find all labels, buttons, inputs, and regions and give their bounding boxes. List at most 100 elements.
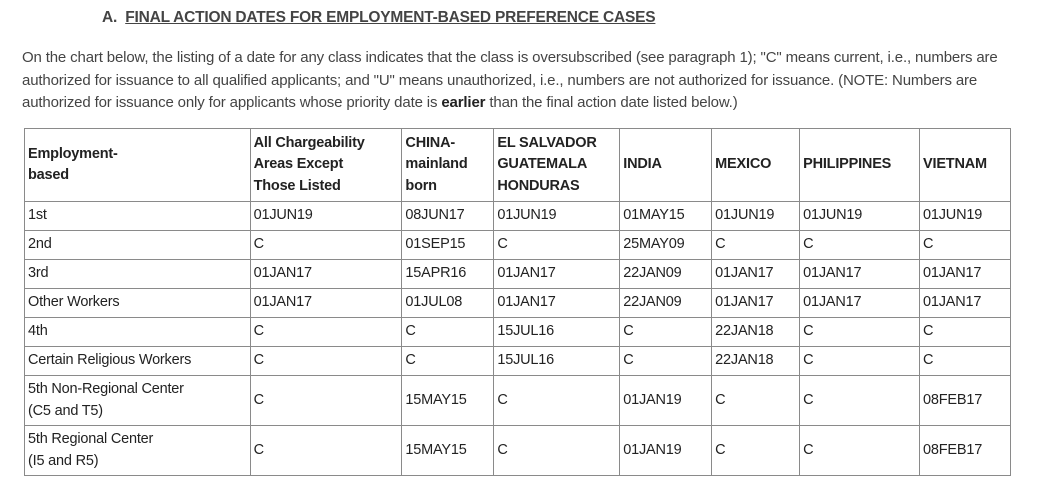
row-label: 1st (24, 201, 251, 231)
row-label: 3rd (24, 259, 251, 289)
table-cell: 01JUN19 (919, 201, 1011, 231)
header-line: PHILIPPINES (803, 156, 892, 173)
row-label-line: 5th Non-Regional Center (28, 381, 184, 397)
section-title: FINAL ACTION DATES FOR EMPLOYMENT-BASED … (125, 9, 656, 26)
table-cell: 08JUN17 (401, 201, 495, 231)
table-row: 1st 01JUN19 08JUN17 01JUN19 01MAY15 01JU… (24, 201, 1011, 231)
table-cell: C (619, 317, 713, 347)
table-cell: C (919, 346, 1011, 376)
table-cell: 01JAN17 (493, 259, 621, 289)
table-cell: 25MAY09 (619, 230, 713, 260)
row-label: 5th Non-Regional Center (C5 and T5) (24, 375, 251, 426)
table-cell: C (249, 375, 403, 426)
table-row: 5th Non-Regional Center (C5 and T5) C 15… (24, 375, 1011, 426)
table-cell: C (493, 425, 621, 476)
table-cell: 22JAN18 (711, 346, 801, 376)
intro-bold: earlier (441, 94, 486, 111)
row-label: Certain Religious Workers (24, 346, 251, 376)
row-label-line: 2nd (28, 236, 52, 253)
table-cell: 01JUN19 (249, 201, 403, 231)
row-label: 5th Regional Center (I5 and R5) (24, 425, 251, 476)
header-line: based (28, 167, 69, 183)
header-cell: PHILIPPINES (799, 128, 921, 202)
table-cell: 01JUN19 (799, 201, 921, 231)
table-cell: 15MAY15 (401, 375, 495, 426)
header-row: Employment- based All Chargeability Area… (24, 128, 1011, 202)
header-cell: VIETNAM (919, 128, 1011, 202)
table-cell: C (799, 317, 921, 347)
row-label-line: (I5 and R5) (28, 452, 99, 469)
intro-paragraph: On the chart below, the listing of a dat… (22, 47, 1037, 115)
table-cell: C (249, 425, 403, 476)
header-line: HONDURAS (497, 177, 580, 194)
table-row: 4th C C 15JUL16 C 22JAN18 C C (24, 317, 1011, 347)
header-cell: All Chargeability Areas Except Those Lis… (249, 128, 403, 202)
table-cell: C (249, 346, 403, 376)
table-cell: 08FEB17 (919, 375, 1011, 426)
table-cell: 01JUN19 (493, 201, 621, 231)
table-cell: 01JAN17 (711, 288, 801, 318)
table-cell: 01JAN17 (711, 259, 801, 289)
table-cell: 01JUL08 (401, 288, 495, 318)
table-row: 2nd C 01SEP15 C 25MAY09 C C C (24, 230, 1011, 260)
table-cell: 01JAN17 (919, 288, 1011, 318)
table-cell: 15APR16 (401, 259, 495, 289)
table-cell: 15MAY15 (401, 425, 495, 476)
table-cell: 01JAN17 (799, 288, 921, 318)
header-cell: Employment- based (24, 128, 251, 202)
header-line: VIETNAM (923, 156, 987, 173)
table-cell: 01JUN19 (711, 201, 801, 231)
header-line: CHINA- (405, 134, 455, 151)
table-cell: C (401, 346, 495, 376)
table-cell: C (799, 346, 921, 376)
table-row: Certain Religious Workers C C 15JUL16 C … (24, 346, 1011, 376)
header-cell: MEXICO (711, 128, 801, 202)
table-cell: 01JAN19 (619, 425, 713, 476)
row-label: 2nd (24, 230, 251, 260)
table-cell: C (919, 317, 1011, 347)
table-cell: 22JAN18 (711, 317, 801, 347)
header-line: MEXICO (715, 156, 772, 173)
table-cell: C (619, 346, 713, 376)
table-cell: 22JAN09 (619, 288, 713, 318)
header-line: INDIA (623, 156, 662, 173)
table-cell: 01JAN17 (249, 259, 403, 289)
header-line: All Chargeability (253, 134, 365, 151)
section-heading: A. FINAL ACTION DATES FOR EMPLOYMENT-BAS… (102, 9, 656, 27)
table-cell: 01SEP15 (401, 230, 495, 260)
header-line: Employment- (28, 145, 118, 162)
table-cell: 01JAN17 (249, 288, 403, 318)
row-label-line: 3rd (28, 265, 49, 282)
table-cell: C (919, 230, 1011, 260)
table-cell: C (249, 317, 403, 347)
table-cell: C (799, 425, 921, 476)
table-cell: C (249, 230, 403, 260)
table-row: Other Workers 01JAN17 01JUL08 01JAN17 22… (24, 288, 1011, 318)
row-label-line: 5th Regional Center (28, 431, 154, 447)
table-row: 5th Regional Center (I5 and R5) C 15MAY1… (24, 425, 1011, 476)
table-cell: C (711, 425, 801, 476)
header-line: mainland (405, 156, 468, 173)
table-cell: C (401, 317, 495, 347)
table-cell: 01JAN19 (619, 375, 713, 426)
table-cell: C (711, 230, 801, 260)
header-cell: EL SALVADOR GUATEMALA HONDURAS (493, 128, 621, 202)
intro-text-end: than the final action date listed below.… (485, 94, 738, 111)
row-label-line: 4th (28, 323, 48, 340)
table-cell: 01JAN17 (493, 288, 621, 318)
intro-text: On the chart below, the listing of a dat… (22, 49, 998, 111)
table-cell: 15JUL16 (493, 346, 621, 376)
row-label-line: Certain Religious Workers (28, 352, 192, 369)
table-cell: 01JAN17 (799, 259, 921, 289)
table-cell: C (799, 375, 921, 426)
header-cell: INDIA (619, 128, 713, 202)
table-cell: 01JAN17 (919, 259, 1011, 289)
header-line: born (405, 177, 437, 194)
header-line: Those Listed (253, 177, 341, 194)
header-line: GUATEMALA (497, 156, 588, 173)
header-line: EL SALVADOR (497, 134, 597, 151)
header-cell: CHINA- mainland born (401, 128, 495, 202)
table-cell: C (493, 375, 621, 426)
table-cell: 01MAY15 (619, 201, 713, 231)
header-line: Areas Except (253, 156, 344, 173)
